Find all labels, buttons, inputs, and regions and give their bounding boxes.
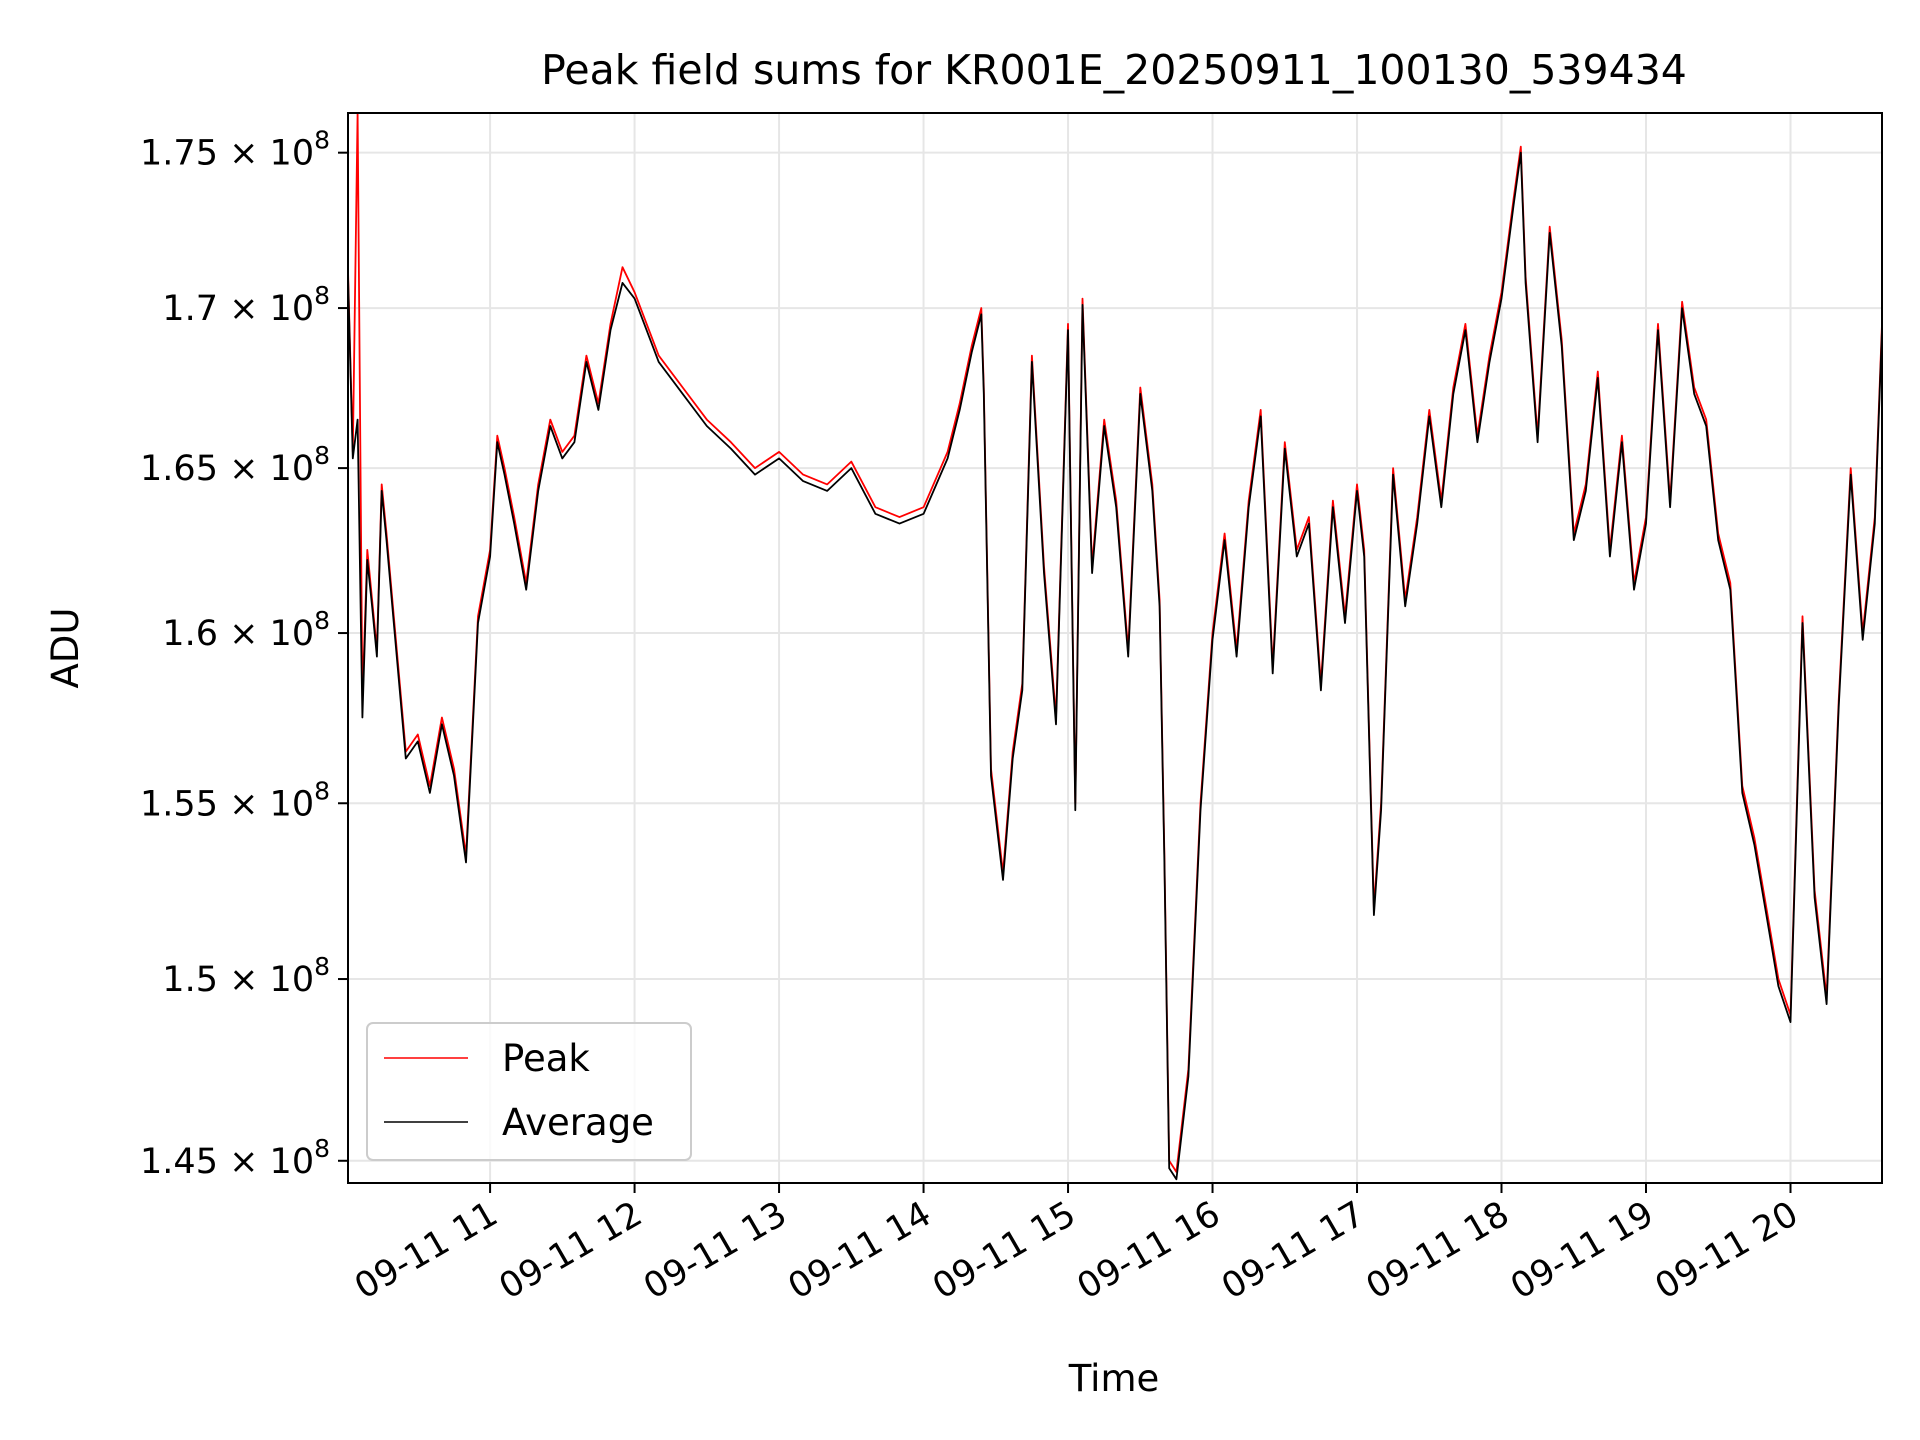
y-tick-label: 1.75 × 108 — [140, 126, 330, 174]
y-tick-label: 1.6 × 108 — [162, 606, 330, 654]
y-tick-mantissa: 1.75 — [140, 134, 218, 174]
chart-title: Peak field sums for KR001E_20250911_1001… — [541, 46, 1687, 94]
y-tick-times-ten: × 10 — [218, 134, 314, 174]
y-tick-exponent: 8 — [314, 1134, 330, 1163]
legend-label-peak: Peak — [502, 1037, 590, 1080]
plot-frame — [347, 112, 1883, 1184]
y-tick-times-ten: × 10 — [218, 1142, 314, 1182]
y-tick-mantissa: 1.55 — [140, 784, 218, 824]
y-axis-label: ADU — [44, 608, 87, 689]
y-tick-label: 1.65 × 108 — [140, 441, 330, 489]
y-tick-exponent: 8 — [314, 606, 330, 635]
y-tick-exponent: 8 — [314, 952, 330, 981]
y-tick-times-ten: × 10 — [218, 449, 314, 489]
y-tick-mantissa: 1.5 — [162, 960, 218, 1000]
y-tick-label: 1.5 × 108 — [162, 952, 330, 1000]
y-tick-times-ten: × 10 — [218, 289, 314, 329]
x-axis-label: Time — [1068, 1357, 1160, 1400]
legend: Peak Average — [366, 1022, 692, 1161]
series-lines — [348, 113, 1882, 1181]
y-tick-mantissa: 1.6 — [162, 614, 218, 654]
y-tick-label: 1.45 × 108 — [140, 1134, 330, 1182]
y-tick-times-ten: × 10 — [218, 784, 314, 824]
y-tick-times-ten: × 10 — [218, 614, 314, 654]
y-tick-mantissa: 1.7 — [162, 289, 218, 329]
series-line-average — [348, 151, 1882, 1181]
y-tick-label: 1.55 × 108 — [140, 776, 330, 824]
y-tick-exponent: 8 — [314, 776, 330, 805]
y-tick-label: 1.7 × 108 — [162, 281, 330, 329]
y-tick-times-ten: × 10 — [218, 960, 314, 1000]
y-tick-exponent: 8 — [314, 126, 330, 155]
y-tick-exponent: 8 — [314, 281, 330, 310]
legend-label-average: Average — [502, 1101, 654, 1144]
y-tick-mantissa: 1.45 — [140, 1142, 218, 1182]
y-tick-mantissa: 1.65 — [140, 449, 218, 489]
y-tick-exponent: 8 — [314, 441, 330, 470]
